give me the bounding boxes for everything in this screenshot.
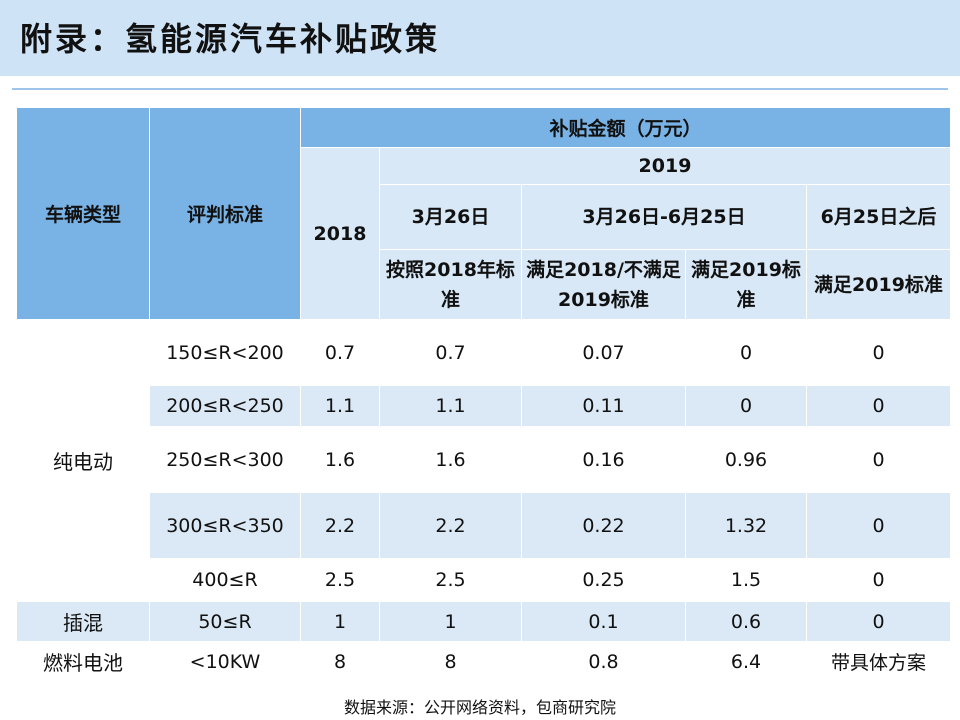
table-row: 插混 50≤R 1 1 0.1 0.6 0 xyxy=(16,601,951,642)
cell-after: 0 xyxy=(806,492,951,559)
cell-mar26: 1.1 xyxy=(379,385,522,427)
cell-mar26: 8 xyxy=(379,641,522,682)
cell-meets-2019: 0 xyxy=(685,319,807,386)
cell-after: 0 xyxy=(806,385,951,427)
header-meets-2018-not-2019: 满足2018/不满足2019标准 xyxy=(521,249,686,320)
cell-criteria: 150≤R<200 xyxy=(149,319,301,386)
cell-meets-2019: 0 xyxy=(685,385,807,427)
header-by-2018-std: 按照2018年标准 xyxy=(379,249,522,320)
header-2018: 2018 xyxy=(300,147,380,320)
divider xyxy=(12,88,948,90)
cell-criteria: 50≤R xyxy=(149,601,301,642)
header-after-jun25: 6月25日之后 xyxy=(806,184,951,250)
header-mar26: 3月26日 xyxy=(379,184,522,250)
category-phev: 插混 xyxy=(16,601,150,642)
header-meets-2019-std: 满足2019标准 xyxy=(685,249,807,320)
cell-after: 0 xyxy=(806,558,951,602)
header-mar26-jun25: 3月26日-6月25日 xyxy=(521,184,807,250)
cell-criteria: 200≤R<250 xyxy=(149,385,301,427)
table-row: 燃料电池 <10KW 8 8 0.8 6.4 带具体方案 xyxy=(16,641,951,682)
subsidy-table: 车辆类型 评判标准 补贴金额（万元） 2018 2019 3月26日 3月26日… xyxy=(16,107,951,682)
cell-2018: 1.6 xyxy=(300,426,380,493)
cell-criteria: 250≤R<300 xyxy=(149,426,301,493)
page-title: 附录：氢能源汽车补贴政策 xyxy=(20,20,441,58)
cell-mar26: 2.2 xyxy=(379,492,522,559)
header-criteria: 评判标准 xyxy=(149,107,301,320)
table-row: 300≤R<350 2.2 2.2 0.22 1.32 0 xyxy=(17,492,951,559)
cell-criteria: 400≤R xyxy=(149,558,301,602)
table-row: 250≤R<300 1.6 1.6 0.16 0.96 0 xyxy=(17,426,951,493)
table-row: 200≤R<250 1.1 1.1 0.11 0 0 xyxy=(17,385,951,427)
cell-criteria: <10KW xyxy=(149,641,301,682)
cell-after: 0 xyxy=(806,601,951,642)
cell-transition: 0.22 xyxy=(521,492,686,559)
cell-transition: 0.11 xyxy=(521,385,686,427)
title-bar: 附录：氢能源汽车补贴政策 xyxy=(0,0,960,76)
cell-2018: 2.2 xyxy=(300,492,380,559)
cell-criteria: 300≤R<350 xyxy=(149,492,301,559)
cell-meets-2019: 0.6 xyxy=(685,601,807,642)
cell-meets-2019: 0.96 xyxy=(685,426,807,493)
cell-2018: 1.1 xyxy=(300,385,380,427)
cell-transition: 0.8 xyxy=(521,641,686,682)
cell-2018: 1 xyxy=(300,601,380,642)
cell-after: 0 xyxy=(806,426,951,493)
cell-mar26: 1 xyxy=(379,601,522,642)
header-2019: 2019 xyxy=(379,147,951,185)
cell-transition: 0.1 xyxy=(521,601,686,642)
cell-meets-2019: 1.5 xyxy=(685,558,807,602)
table-row: 400≤R 2.5 2.5 0.25 1.5 0 xyxy=(17,558,951,602)
header-subsidy-amount: 补贴金额（万元） xyxy=(300,107,951,148)
cell-meets-2019: 6.4 xyxy=(685,641,807,682)
category-bev: 纯电动 xyxy=(16,319,150,602)
cell-mar26: 2.5 xyxy=(379,558,522,602)
cell-transition: 0.25 xyxy=(521,558,686,602)
category-fcv: 燃料电池 xyxy=(16,641,150,682)
cell-mar26: 0.7 xyxy=(379,319,522,386)
cell-mar26: 1.6 xyxy=(379,426,522,493)
cell-transition: 0.16 xyxy=(521,426,686,493)
source-note: 数据来源：公开网络资料，包商研究院 xyxy=(343,698,616,717)
cell-meets-2019: 1.32 xyxy=(685,492,807,559)
cell-2018: 8 xyxy=(300,641,380,682)
cell-transition: 0.07 xyxy=(521,319,686,386)
cell-after: 0 xyxy=(806,319,951,386)
cell-2018: 0.7 xyxy=(300,319,380,386)
header-meets-2019-std-after: 满足2019标准 xyxy=(806,249,951,320)
table-row: 纯电动 150≤R<200 0.7 0.7 0.07 0 0 xyxy=(16,319,951,602)
cell-2018: 2.5 xyxy=(300,558,380,602)
header-vehicle-type: 车辆类型 xyxy=(16,107,150,320)
cell-after: 带具体方案 xyxy=(806,641,951,682)
